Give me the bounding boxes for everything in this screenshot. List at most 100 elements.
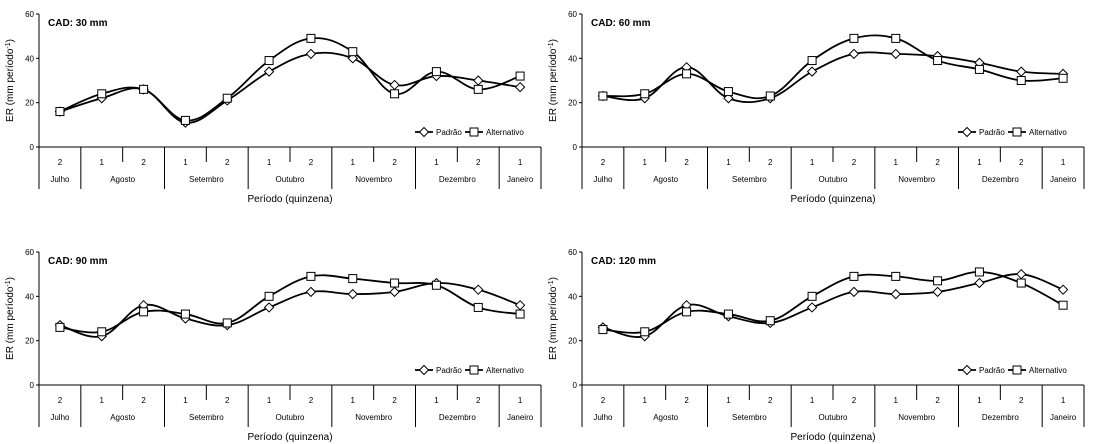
data-point-diamond bbox=[347, 288, 358, 300]
x-tick-label: 2 bbox=[935, 396, 940, 405]
y-tick-label: 60 bbox=[568, 10, 577, 19]
data-point-square bbox=[180, 309, 190, 319]
data-point-square bbox=[469, 127, 479, 137]
data-point-diamond bbox=[418, 364, 430, 376]
month-label: Julho bbox=[593, 175, 613, 184]
data-point-square bbox=[682, 307, 692, 317]
x-tick-label: 2 bbox=[392, 158, 397, 167]
chart-title: CAD: 30 mm bbox=[48, 18, 108, 29]
x-tick-label: 1 bbox=[643, 396, 648, 405]
month-label: Janeiro bbox=[507, 413, 534, 422]
month-label: Janeiro bbox=[1050, 175, 1077, 184]
chart-panel-2: 0 20 40 60 2 1 2 1 2 1 2 1 2 1 2 1 Julho Agosto Setembro Ou… bbox=[548, 10, 1085, 205]
x-tick-label: 2 bbox=[225, 396, 230, 405]
data-point-square bbox=[222, 93, 232, 103]
x-tick-label: 1 bbox=[267, 396, 272, 405]
data-point-square bbox=[431, 280, 441, 290]
x-tick-label: 2 bbox=[684, 396, 689, 405]
data-point-diamond bbox=[961, 126, 973, 138]
legend-label: Alternativo bbox=[486, 366, 524, 375]
data-point-square bbox=[723, 309, 733, 319]
data-point-square bbox=[849, 33, 859, 43]
x-tick-label: 2 bbox=[58, 158, 63, 167]
x-axis-label: Período (quinzena) bbox=[247, 432, 332, 443]
y-axis-label: ER (mm período-1) bbox=[548, 39, 560, 122]
data-point-square bbox=[431, 67, 441, 77]
month-label: Janeiro bbox=[1050, 413, 1077, 422]
y-tick-label: 60 bbox=[25, 10, 34, 19]
data-point-square bbox=[1012, 365, 1022, 375]
data-point-square bbox=[473, 84, 483, 94]
data-point-square bbox=[348, 47, 358, 57]
data-point-square bbox=[1058, 73, 1068, 83]
month-label: Setembro bbox=[732, 175, 767, 184]
data-point-square bbox=[222, 318, 232, 328]
series-line-square bbox=[602, 271, 1064, 334]
x-tick-label: 1 bbox=[894, 158, 899, 167]
month-label: Novembro bbox=[355, 413, 392, 422]
month-label: Agosto bbox=[653, 413, 678, 422]
legend-item: Padrão bbox=[958, 364, 1005, 376]
data-point-square bbox=[598, 91, 608, 101]
legend-item: Padrão bbox=[958, 126, 1005, 138]
series-line-diamond bbox=[602, 51, 1064, 104]
x-tick-label: 2 bbox=[225, 158, 230, 167]
y-tick-label: 60 bbox=[568, 248, 577, 257]
data-point-diamond bbox=[263, 302, 275, 313]
legend-item: Alternativo bbox=[465, 127, 524, 137]
chart-panel-4: 0 20 40 60 2 1 2 1 2 1 2 1 2 1 2 1 Julho Agosto Setembro Ou… bbox=[548, 248, 1085, 443]
data-point-square bbox=[1012, 127, 1022, 137]
month-label: Setembro bbox=[189, 413, 224, 422]
data-point-square bbox=[933, 276, 943, 286]
data-point-square bbox=[765, 316, 775, 326]
month-label: Agosto bbox=[653, 175, 678, 184]
x-tick-label: 1 bbox=[267, 158, 272, 167]
y-tick-label: 40 bbox=[568, 54, 577, 63]
month-label: Setembro bbox=[732, 413, 767, 422]
series-line-diamond bbox=[602, 273, 1064, 338]
data-point-square bbox=[306, 33, 316, 43]
y-tick-label: 0 bbox=[30, 381, 35, 390]
x-tick-label: 2 bbox=[1019, 396, 1024, 405]
data-point-diamond bbox=[514, 81, 526, 93]
data-point-diamond bbox=[961, 364, 973, 376]
month-label: Outubro bbox=[819, 175, 848, 184]
data-point-square bbox=[1016, 76, 1026, 85]
data-point-square bbox=[348, 274, 358, 284]
data-point-diamond bbox=[473, 284, 484, 295]
month-label: Dezembro bbox=[439, 175, 476, 184]
data-point-diamond bbox=[1016, 66, 1027, 77]
data-point-square bbox=[390, 278, 400, 288]
data-point-square bbox=[97, 327, 107, 337]
data-point-square bbox=[807, 291, 817, 301]
x-tick-label: 2 bbox=[601, 158, 606, 167]
x-tick-label: 1 bbox=[726, 158, 731, 167]
x-tick-label: 2 bbox=[476, 396, 481, 405]
x-tick-label: 1 bbox=[351, 158, 356, 167]
data-point-square bbox=[598, 325, 608, 335]
data-point-square bbox=[264, 56, 274, 66]
x-tick-label: 1 bbox=[1061, 396, 1066, 405]
legend-label: Alternativo bbox=[1029, 366, 1067, 375]
legend-item: Alternativo bbox=[1008, 127, 1067, 137]
data-point-square bbox=[765, 91, 775, 101]
data-point-diamond bbox=[305, 286, 317, 298]
x-tick-label: 2 bbox=[768, 396, 773, 405]
x-tick-label: 2 bbox=[852, 158, 857, 167]
month-label: Novembro bbox=[355, 175, 392, 184]
y-tick-label: 40 bbox=[568, 292, 577, 301]
month-label: Outubro bbox=[819, 413, 848, 422]
data-point-diamond bbox=[848, 48, 860, 60]
data-point-square bbox=[640, 327, 650, 337]
x-tick-label: 2 bbox=[392, 396, 397, 405]
legend-label: Padrão bbox=[979, 366, 1005, 375]
month-label: Outubro bbox=[276, 413, 305, 422]
x-tick-label: 2 bbox=[1019, 158, 1024, 167]
x-tick-label: 2 bbox=[141, 158, 146, 167]
data-point-square bbox=[849, 271, 859, 281]
data-point-diamond bbox=[974, 277, 985, 289]
x-tick-label: 1 bbox=[643, 158, 648, 167]
x-tick-label: 2 bbox=[601, 396, 606, 405]
data-point-diamond bbox=[514, 299, 526, 311]
data-point-square bbox=[180, 115, 190, 125]
